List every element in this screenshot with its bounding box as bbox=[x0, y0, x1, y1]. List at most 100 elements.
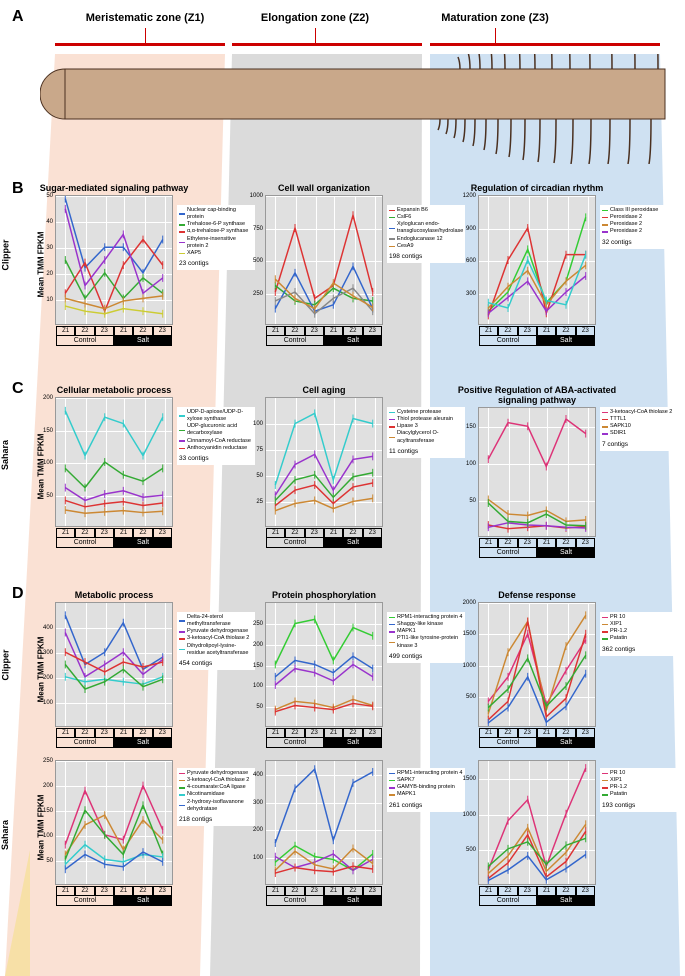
x-axis: Z1Z2Z3ControlZ1Z2Z3Salt bbox=[266, 728, 382, 748]
panel-label-c: C bbox=[12, 380, 24, 398]
y-tick: 300 bbox=[38, 650, 53, 656]
y-axis-label: Mean TMM FPKM bbox=[36, 434, 45, 500]
y-tick: 100 bbox=[248, 855, 263, 861]
y-tick: 50 bbox=[38, 858, 53, 864]
y-tick: 500 bbox=[461, 847, 476, 853]
y-tick: 100 bbox=[38, 833, 53, 839]
zone-line-z1 bbox=[55, 43, 225, 46]
chart-title: Cellular metabolic process bbox=[25, 385, 203, 395]
chart-title: Cell aging bbox=[235, 385, 413, 395]
chart-C1: Cellular metabolic processMean TMM FPKM5… bbox=[55, 385, 203, 527]
legend: PR 10XIP1PR-1.2Patatin193 contigs bbox=[600, 768, 678, 812]
zone-pointer bbox=[145, 28, 146, 43]
y-tick: 50 bbox=[38, 493, 53, 499]
zone-line-z3 bbox=[430, 43, 660, 46]
chart-title: Metabolic process bbox=[25, 590, 203, 600]
chart-title: Sugar-mediated signaling pathway bbox=[25, 183, 203, 193]
y-axis-label: Mean TMM FPKM bbox=[36, 794, 45, 860]
y-tick: 1500 bbox=[461, 631, 476, 637]
y-tick: 100 bbox=[248, 421, 263, 427]
x-axis: Z1Z2Z3ControlZ1Z2Z3Salt bbox=[266, 886, 382, 906]
y-tick: 250 bbox=[248, 621, 263, 627]
chart-title: Defense response bbox=[448, 590, 626, 600]
y-tick: 25 bbox=[248, 499, 263, 505]
zone-pointer bbox=[495, 28, 496, 43]
chart-D2b: 100200300400Z1Z2Z3ControlZ1Z2Z3SaltRPM1-… bbox=[265, 760, 383, 885]
legend: Expansin B6CslF6Xyloglucan endo-transglu… bbox=[387, 205, 465, 263]
chart-plot: 100200300400Z1Z2Z3ControlZ1Z2Z3Salt bbox=[265, 760, 383, 885]
panel-label-d: D bbox=[12, 585, 24, 603]
chart-B3: Regulation of circadian rhythm3006009001… bbox=[478, 183, 626, 325]
y-tick: 150 bbox=[248, 663, 263, 669]
chart-plot: Mean TMM FPKM1020304050Z1Z2Z3ControlZ1Z2… bbox=[55, 195, 173, 325]
y-tick: 250 bbox=[248, 291, 263, 297]
y-tick: 500 bbox=[461, 694, 476, 700]
legend: 3-ketoacyl-CoA thiolase 2TTTL1SAPK10SDIR… bbox=[600, 407, 678, 451]
x-axis: Z1Z2Z3ControlZ1Z2Z3Salt bbox=[56, 886, 172, 906]
chart-D3a: Defense response500100015002000Z1Z2Z3Con… bbox=[478, 590, 626, 727]
chart-title: Regulation of circadian rhythm bbox=[448, 183, 626, 193]
y-tick: 300 bbox=[461, 291, 476, 297]
y-tick: 600 bbox=[461, 258, 476, 264]
y-tick: 300 bbox=[248, 800, 263, 806]
chart-plot: 255075100Z1Z2Z3ControlZ1Z2Z3Salt bbox=[265, 397, 383, 527]
chart-plot: 50100150Z1Z2Z3ControlZ1Z2Z3Salt bbox=[478, 407, 596, 537]
x-axis: Z1Z2Z3ControlZ1Z2Z3Salt bbox=[479, 538, 595, 558]
y-axis-label: Mean TMM FPKM bbox=[36, 232, 45, 298]
chart-plot: 2505007501000Z1Z2Z3ControlZ1Z2Z3Salt bbox=[265, 195, 383, 325]
zone-label-z3: Maturation zone (Z3) bbox=[420, 12, 570, 24]
y-tick: 100 bbox=[38, 700, 53, 706]
panel-label-b: B bbox=[12, 180, 24, 198]
legend: PR 10XIP1PR-1.2Patatin362 contigs bbox=[600, 612, 678, 656]
y-tick: 1500 bbox=[461, 776, 476, 782]
legend: UDP-D-apiose/UDP-D-xylose synthaseUDP-gl… bbox=[177, 407, 255, 465]
x-axis: Z1Z2Z3ControlZ1Z2Z3Salt bbox=[56, 728, 172, 748]
chart-title: Positive Regulation of ABA-activated sig… bbox=[448, 385, 626, 405]
chart-plot: Mean TMM FPKM50100150200Z1Z2Z3ControlZ1Z… bbox=[55, 397, 173, 527]
chart-plot: 50010001500Z1Z2Z3ControlZ1Z2Z3Salt bbox=[478, 760, 596, 885]
legend: Class III peroxidasePeroxidase 2Peroxida… bbox=[600, 205, 678, 249]
y-tick: 20 bbox=[38, 271, 53, 277]
y-tick: 50 bbox=[461, 498, 476, 504]
chart-title: Cell wall organization bbox=[235, 183, 413, 193]
x-axis: Z1Z2Z3ControlZ1Z2Z3Salt bbox=[266, 528, 382, 548]
x-axis: Z1Z2Z3ControlZ1Z2Z3Salt bbox=[479, 326, 595, 346]
y-tick: 100 bbox=[248, 683, 263, 689]
y-tick: 250 bbox=[38, 758, 53, 764]
y-tick: 900 bbox=[461, 226, 476, 232]
y-tick: 100 bbox=[461, 461, 476, 467]
row-label-sahara-c: Sahara bbox=[0, 440, 10, 470]
legend: Cysteine proteaseThiol protease aleurain… bbox=[387, 407, 465, 458]
zone-label-z2: Elongation zone (Z2) bbox=[240, 12, 390, 24]
row-label-clipper-d: Clipper bbox=[1, 649, 11, 680]
chart-plot: Mean TMM FPKM100200300400Z1Z2Z3ControlZ1… bbox=[55, 602, 173, 727]
legend: Nuclear cap-binding proteinTrehalose-6-P… bbox=[177, 205, 255, 270]
y-tick: 200 bbox=[38, 783, 53, 789]
y-tick: 400 bbox=[38, 625, 53, 631]
chart-D3b: 50010001500Z1Z2Z3ControlZ1Z2Z3SaltPR 10X… bbox=[478, 760, 596, 885]
chart-B2: Cell wall organization2505007501000Z1Z2Z… bbox=[265, 183, 413, 325]
chart-title: Protein phosphorylation bbox=[235, 590, 413, 600]
zone-label-z1: Meristematic zone (Z1) bbox=[70, 12, 220, 24]
y-tick: 75 bbox=[248, 447, 263, 453]
y-tick: 200 bbox=[248, 827, 263, 833]
row-label-sahara-d: Sahara bbox=[0, 820, 10, 850]
x-axis: Z1Z2Z3ControlZ1Z2Z3Salt bbox=[56, 326, 172, 346]
y-tick: 10 bbox=[38, 297, 53, 303]
chart-C3: Positive Regulation of ABA-activated sig… bbox=[478, 385, 626, 537]
legend: Pyruvate dehydrogenase3-ketoacyl-CoA thi… bbox=[177, 768, 255, 826]
y-tick: 750 bbox=[248, 226, 263, 232]
x-axis: Z1Z2Z3ControlZ1Z2Z3Salt bbox=[56, 528, 172, 548]
chart-plot: 3006009001200Z1Z2Z3ControlZ1Z2Z3Salt bbox=[478, 195, 596, 325]
zone-line-z2 bbox=[232, 43, 422, 46]
y-tick: 200 bbox=[38, 675, 53, 681]
y-tick: 150 bbox=[38, 808, 53, 814]
panel-label-a: A bbox=[12, 8, 24, 26]
x-axis: Z1Z2Z3ControlZ1Z2Z3Salt bbox=[479, 728, 595, 748]
y-tick: 50 bbox=[38, 193, 53, 199]
y-tick: 100 bbox=[38, 460, 53, 466]
legend: RPM1-interacting protein 4Shaggy-like ki… bbox=[387, 612, 465, 663]
chart-plot: 50100150200250Z1Z2Z3ControlZ1Z2Z3Salt bbox=[265, 602, 383, 727]
chart-D2a: Protein phosphorylation50100150200250Z1Z… bbox=[265, 590, 413, 727]
y-tick: 50 bbox=[248, 473, 263, 479]
